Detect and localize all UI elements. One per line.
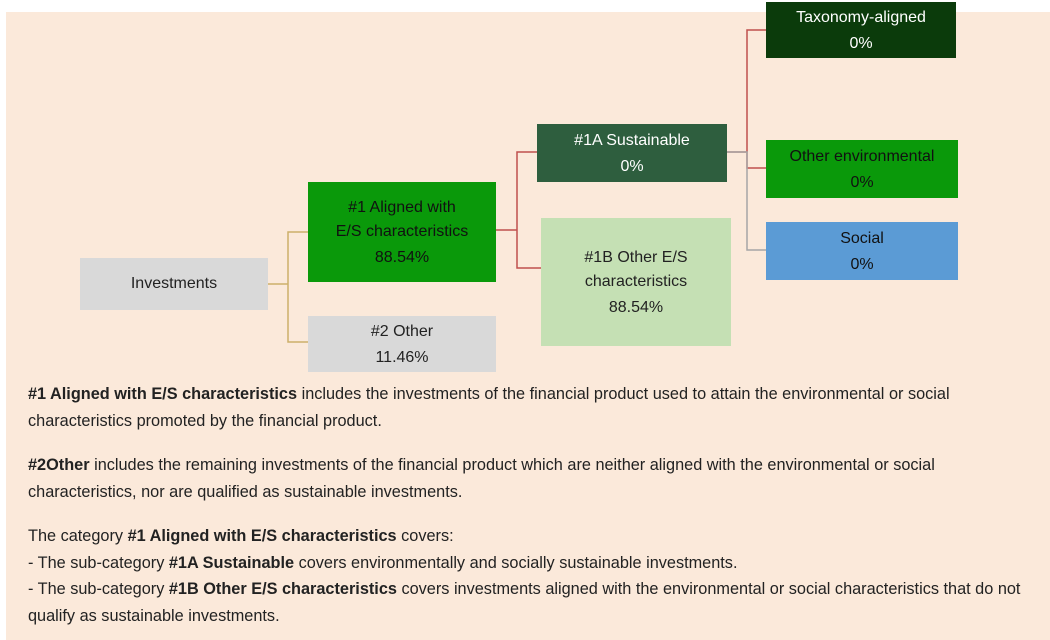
node-value: 0%	[850, 256, 873, 273]
paragraph: The category #1 Aligned with E/S charact…	[28, 523, 1040, 550]
node: Social 0%	[766, 222, 958, 280]
node-label: #1 Aligned with	[348, 199, 456, 216]
node-box	[308, 182, 496, 282]
node-label: #1A Sustainable	[574, 132, 690, 149]
node-value: 11.46%	[375, 349, 428, 366]
text: includes the investments of the financia…	[28, 385, 950, 430]
node: #2 Other 11.46%	[308, 316, 496, 372]
paragraph: #1 Aligned with E/S characteristics incl…	[28, 381, 1040, 434]
text: - The sub-category	[28, 580, 169, 598]
node-label: #1B Other E/S	[584, 249, 687, 266]
diagram: Investments #1 Aligned with E/S characteri…	[80, 2, 958, 372]
node-label: Investments	[131, 275, 217, 292]
connector	[496, 151, 541, 269]
node-label: E/S characteristics	[336, 223, 468, 240]
bold-text: #1 Aligned with E/S characteristics	[28, 385, 298, 403]
text: - The sub-category	[28, 553, 169, 572]
panel	[6, 12, 1050, 640]
connector	[727, 29, 766, 169]
text: includes the remaining investments of th…	[28, 456, 935, 501]
node-box	[766, 222, 958, 280]
list-item: - The sub-category #1A Sustainable cover…	[28, 550, 1040, 577]
text: The category	[28, 527, 128, 545]
paragraph: #2Other includes the remaining investmen…	[28, 452, 1040, 505]
node: Taxonomy-aligned 0%	[766, 2, 956, 58]
node-value: 0%	[620, 158, 643, 175]
node: Other environmental 0%	[766, 140, 958, 198]
bold-text: #1B Other E/S characteristics	[168, 580, 397, 598]
explanation: #1 Aligned with E/S characteristics incl…	[28, 381, 1040, 629]
connectors	[268, 29, 766, 343]
node-label: Other environmental	[790, 148, 935, 165]
node-label: characteristics	[585, 273, 687, 290]
node-box	[766, 140, 958, 198]
connector	[727, 151, 766, 251]
text: covers environmentally and socially sust…	[294, 553, 738, 572]
node-box	[541, 218, 731, 346]
bold-text: #1 Aligned with E/S characteristics	[127, 527, 397, 545]
node: #1B Other E/S characteristics 88.54%	[541, 218, 731, 346]
node-label: Taxonomy-aligned	[796, 9, 926, 26]
node-label: Social	[840, 230, 884, 247]
bold-text: #2Other	[28, 456, 90, 474]
node-box	[766, 2, 956, 58]
text: covers investments aligned with the envi…	[28, 580, 1021, 625]
node-box	[308, 316, 496, 372]
node-value: 0%	[850, 174, 873, 191]
node: #1A Sustainable 0%	[537, 124, 727, 182]
text: covers:	[396, 527, 454, 545]
connector	[268, 231, 308, 343]
node: #1 Aligned with E/S characteristics 88.54%	[308, 182, 496, 282]
bold-text: #1A Sustainable	[168, 553, 295, 572]
node-value: 0%	[849, 35, 872, 52]
node-box	[537, 124, 727, 182]
node-box	[80, 258, 268, 310]
list-item: - The sub-category #1B Other E/S charact…	[28, 576, 1040, 629]
node-label: #2 Other	[371, 323, 434, 340]
node: Investments	[80, 258, 268, 310]
node-value: 88.54%	[609, 299, 663, 316]
node-value: 88.54%	[375, 249, 429, 266]
